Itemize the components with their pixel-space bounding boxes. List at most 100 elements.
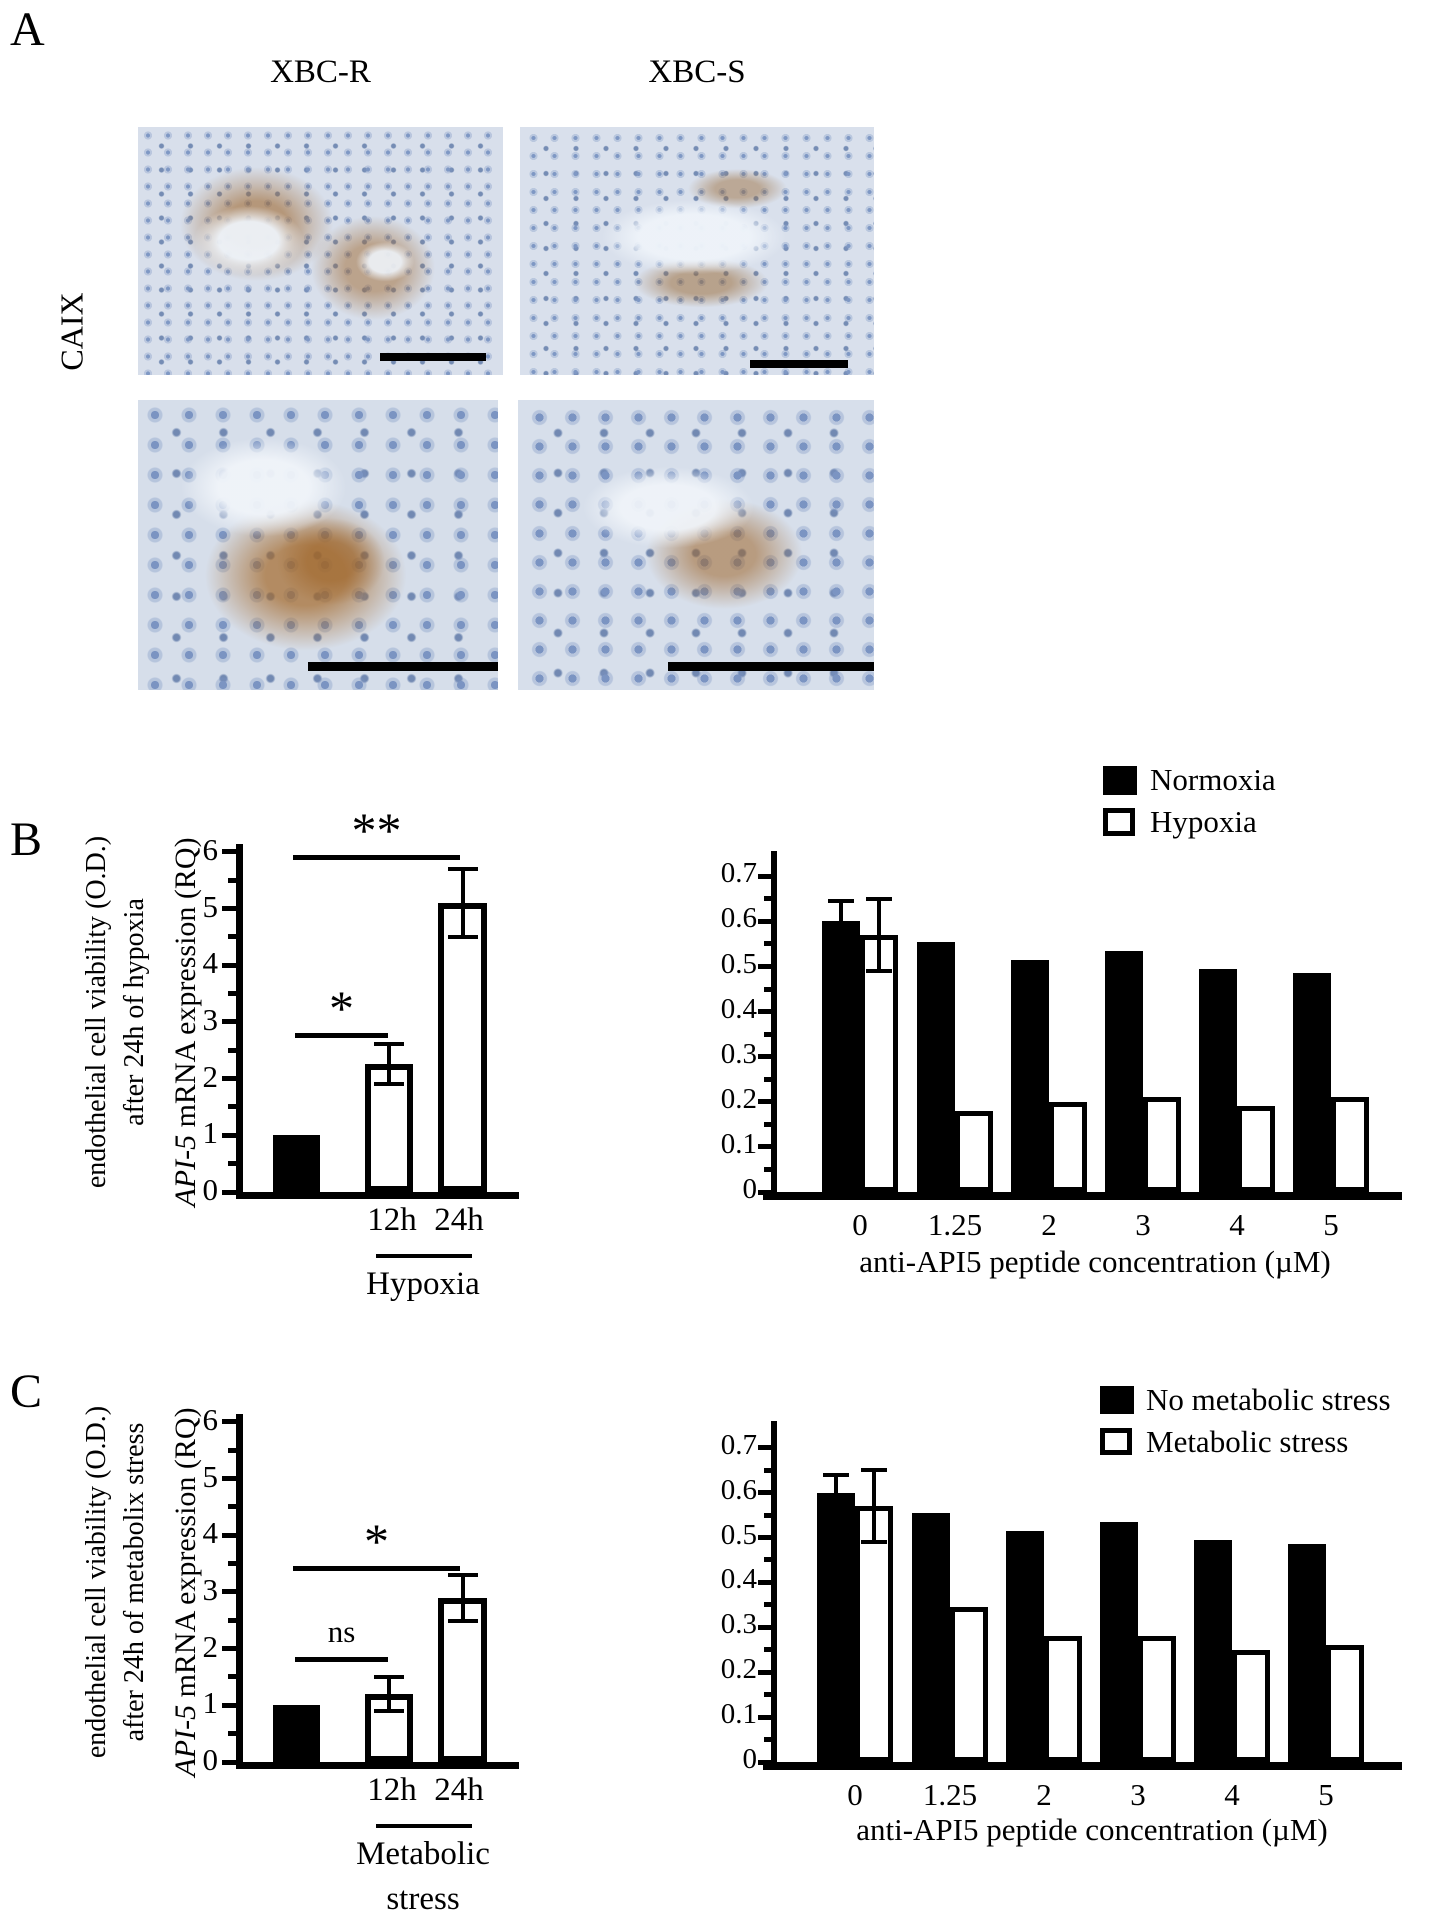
y-tick-label: 6 xyxy=(202,1401,219,1437)
bar xyxy=(1044,1636,1082,1762)
bar xyxy=(438,903,487,1192)
b-mrna-group-label: Hypoxia xyxy=(366,1266,480,1302)
significance-label: * xyxy=(329,980,354,1037)
y-tick xyxy=(758,873,771,879)
y-tick xyxy=(764,941,771,947)
x-axis xyxy=(236,1762,519,1769)
y-tick xyxy=(222,1419,236,1425)
bar xyxy=(917,942,955,1192)
y-tick xyxy=(228,1617,236,1623)
y-tick xyxy=(222,1589,236,1595)
scale-bar xyxy=(668,662,874,671)
y-tick xyxy=(764,1737,771,1743)
error-bar-cap xyxy=(374,1709,404,1713)
y-tick xyxy=(764,1512,771,1518)
y-tick xyxy=(222,962,236,968)
y-tick xyxy=(222,1759,236,1765)
c-mrna-xtick-12h: 12h xyxy=(367,1772,417,1808)
y-tick xyxy=(764,896,771,902)
y-tick xyxy=(228,1161,236,1167)
y-tick xyxy=(758,1144,771,1150)
y-tick-label: 0 xyxy=(742,1173,758,1205)
error-bar-line xyxy=(460,868,465,937)
y-tick xyxy=(222,849,236,855)
bar xyxy=(860,935,898,1192)
significance-label: * xyxy=(364,1513,389,1570)
ihc-image-xbcr-high-magnification xyxy=(138,400,498,690)
legend-swatch-no-metabolic-stress xyxy=(1100,1386,1134,1414)
y-tick xyxy=(222,1132,236,1138)
y-tick xyxy=(228,1504,236,1510)
y-tick xyxy=(758,1714,771,1720)
y-tick-label: 5 xyxy=(202,888,219,924)
bar xyxy=(1049,1102,1087,1192)
y-tick xyxy=(764,1076,771,1082)
bar xyxy=(822,921,860,1192)
bar xyxy=(1143,1097,1181,1192)
y-tick-label: 0.5 xyxy=(720,947,757,980)
bar xyxy=(1105,951,1143,1192)
bar xyxy=(1011,960,1049,1192)
legend-label-metabolic-stress: Metabolic stress xyxy=(1146,1424,1349,1459)
error-bar-cap xyxy=(374,1674,404,1679)
bar xyxy=(1138,1636,1176,1762)
y-axis xyxy=(771,851,777,1200)
y-tick xyxy=(222,1476,236,1481)
significance-line xyxy=(293,1566,460,1572)
y-tick xyxy=(222,1646,236,1652)
y-tick xyxy=(222,1019,236,1025)
y-tick xyxy=(228,877,236,883)
x-tick-label: 5 xyxy=(1318,1777,1334,1812)
error-bar-cap xyxy=(861,1539,887,1544)
y-tick-label: 4 xyxy=(202,1515,219,1551)
significance-line xyxy=(295,1657,388,1663)
y-tick xyxy=(758,1535,771,1540)
legend-swatch-hypoxia xyxy=(1103,808,1135,836)
y-tick-label: 0.2 xyxy=(720,1082,757,1115)
error-bar-line xyxy=(877,898,881,972)
y-tick-label: 0.2 xyxy=(720,1653,757,1686)
error-bar-line xyxy=(387,1676,391,1711)
x-axis xyxy=(763,1762,1402,1770)
y-tick xyxy=(758,1624,771,1630)
bar xyxy=(955,1111,993,1192)
column-title-xbcr: XBC-R xyxy=(270,54,371,90)
error-bar-line xyxy=(834,1475,838,1511)
y-tick-label: 1 xyxy=(202,1685,219,1721)
error-bar-cap xyxy=(374,1081,404,1086)
error-bar-cap xyxy=(447,1573,478,1578)
y-tick xyxy=(228,1047,236,1053)
y-axis xyxy=(236,844,243,1199)
x-tick-label: 5 xyxy=(1323,1207,1339,1242)
y-tick xyxy=(758,918,771,924)
error-bar-cap xyxy=(447,866,478,871)
x-tick-label: 1.25 xyxy=(922,1777,978,1812)
y-tick xyxy=(222,906,236,911)
b-mrna-xtick-24h: 24h xyxy=(434,1202,484,1238)
x-tick-label: 3 xyxy=(1135,1207,1151,1242)
significance-line xyxy=(293,854,460,860)
y-tick xyxy=(758,1445,771,1451)
legend-label-hypoxia: Hypoxia xyxy=(1150,804,1257,839)
bar xyxy=(855,1506,893,1762)
bar xyxy=(438,1598,487,1762)
significance-label: ns xyxy=(327,1614,356,1650)
legend-swatch-normoxia xyxy=(1103,766,1137,795)
error-bar-line xyxy=(872,1470,876,1542)
y-tick xyxy=(758,964,771,969)
error-bar-cap xyxy=(828,939,854,944)
bar xyxy=(912,1513,950,1762)
y-tick xyxy=(222,1076,236,1082)
y-tick xyxy=(758,1099,771,1105)
error-bar-cap xyxy=(374,1042,404,1047)
y-tick xyxy=(764,1031,771,1037)
y-tick-label: 3 xyxy=(202,1001,219,1037)
error-bar-line xyxy=(839,900,843,942)
b-viability-x-axis-title: anti-API5 peptide concentration (µM) xyxy=(859,1244,1331,1279)
y-tick xyxy=(764,1467,771,1473)
error-bar-line xyxy=(387,1044,391,1084)
b-mrna-xtick-12h: 12h xyxy=(367,1202,417,1238)
y-tick-label: 2 xyxy=(202,1628,219,1664)
